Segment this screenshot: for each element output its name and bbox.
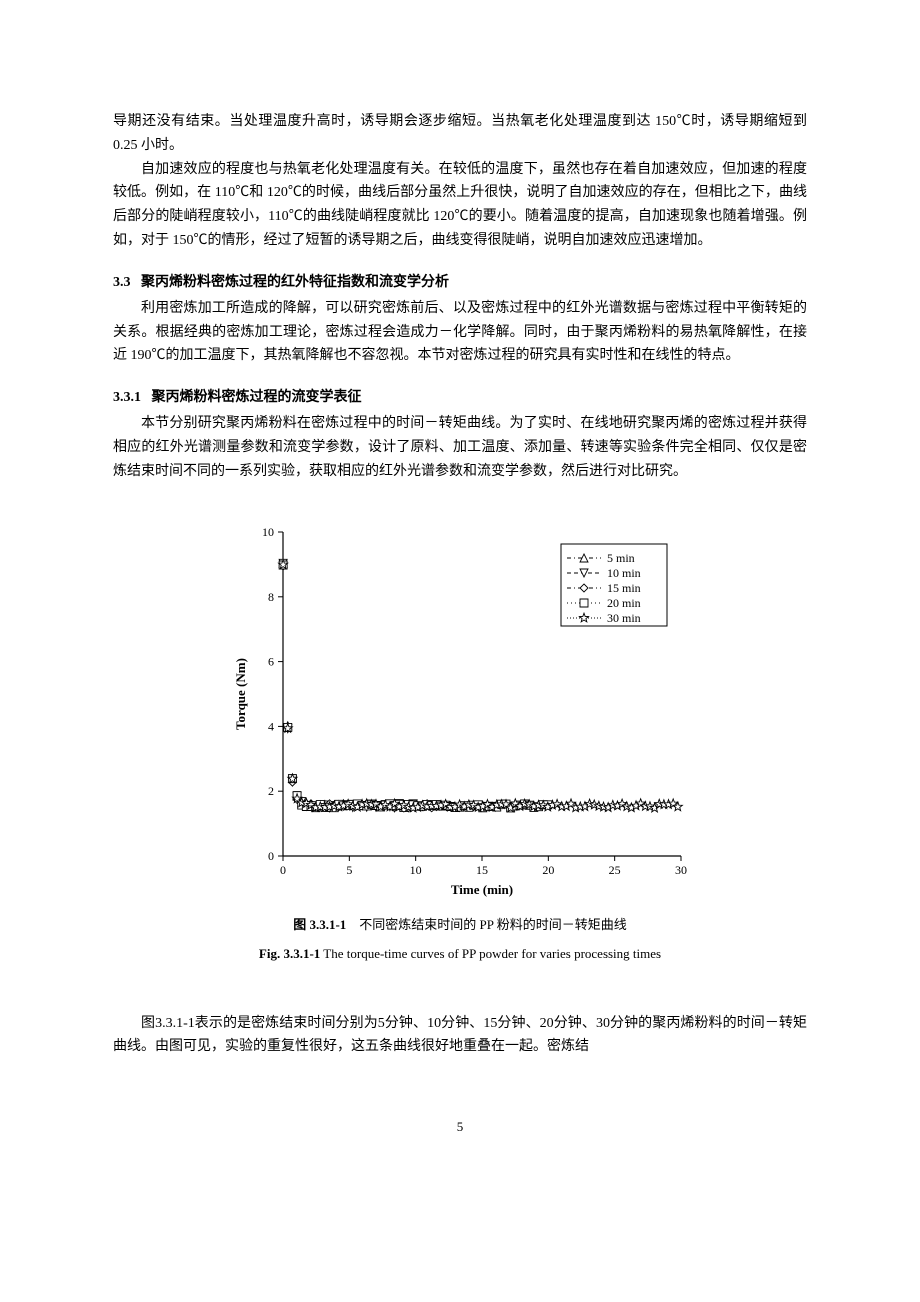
svg-text:4: 4: [268, 719, 274, 733]
heading-text: 聚丙烯粉料密炼过程的流变学表征: [152, 390, 362, 405]
caption-en-bold: Fig. 3.3.1-1: [259, 946, 320, 961]
heading-num: 3.3.1: [113, 390, 141, 405]
svg-text:5: 5: [346, 863, 352, 877]
svg-text:10: 10: [409, 863, 421, 877]
svg-text:20 min: 20 min: [607, 596, 641, 610]
svg-text:15 min: 15 min: [607, 581, 641, 595]
svg-text:8: 8: [268, 589, 274, 603]
svg-text:0: 0: [268, 849, 274, 863]
svg-text:10 min: 10 min: [607, 566, 641, 580]
svg-text:2: 2: [268, 784, 274, 798]
para-3: 利用密炼加工所造成的降解，可以研究密炼前后、以及密炼过程中的红外光谱数据与密炼过…: [113, 297, 807, 368]
caption-cn-bold: 图 3.3.1-1: [293, 917, 346, 932]
svg-text:20: 20: [542, 863, 554, 877]
svg-text:10: 10: [262, 525, 274, 539]
caption-cn-rest: 不同密炼结束时间的 PP 粉料的时间－转矩曲线: [346, 917, 626, 932]
svg-text:5 min: 5 min: [607, 551, 635, 565]
chart-caption-cn: 图 3.3.1-1 不同密炼结束时间的 PP 粉料的时间－转矩曲线: [113, 914, 807, 933]
chart-caption-en: Fig. 3.3.1-1 The torque-time curves of P…: [113, 946, 807, 962]
torque-time-chart: 0 5 10 15 20 25 30 0 2 4 6 8 10 Time (min) Torque (Nm)…: [113, 514, 807, 962]
para-5: 图3.3.1-1表示的是密炼结束时间分别为5分钟、10分钟、15分钟、20分钟、…: [113, 1012, 807, 1060]
svg-text:15: 15: [476, 863, 488, 877]
svg-text:6: 6: [268, 654, 274, 668]
svg-text:Torque (Nm): Torque (Nm): [233, 658, 248, 730]
svg-text:25: 25: [608, 863, 620, 877]
svg-text:0: 0: [280, 863, 286, 877]
heading-3-3-1: 3.3.1 聚丙烯粉料密炼过程的流变学表征: [113, 386, 807, 406]
heading-text: 聚丙烯粉料密炼过程的红外特征指数和流变学分析: [141, 275, 449, 290]
svg-text:30: 30: [675, 863, 687, 877]
svg-text:Time (min): Time (min): [450, 882, 512, 897]
para-1: 导期还没有结束。当处理温度升高时，诱导期会逐步缩短。当热氧老化处理温度到达 15…: [113, 110, 807, 158]
para-4: 本节分别研究聚丙烯粉料在密炼过程中的时间－转矩曲线。为了实时、在线地研究聚丙烯的…: [113, 412, 807, 483]
page-number: 5: [113, 1119, 807, 1135]
chart-svg: 0 5 10 15 20 25 30 0 2 4 6 8 10 Time (min) Torque (Nm)…: [223, 514, 698, 904]
caption-en-rest: The torque-time curves of PP powder for …: [320, 946, 661, 961]
heading-3-3: 3.3 聚丙烯粉料密炼过程的红外特征指数和流变学分析: [113, 271, 807, 291]
svg-text:30 min: 30 min: [607, 611, 641, 625]
heading-num: 3.3: [113, 275, 131, 290]
para-2: 自加速效应的程度也与热氧老化处理温度有关。在较低的温度下，虽然也存在着自加速效应…: [113, 158, 807, 253]
